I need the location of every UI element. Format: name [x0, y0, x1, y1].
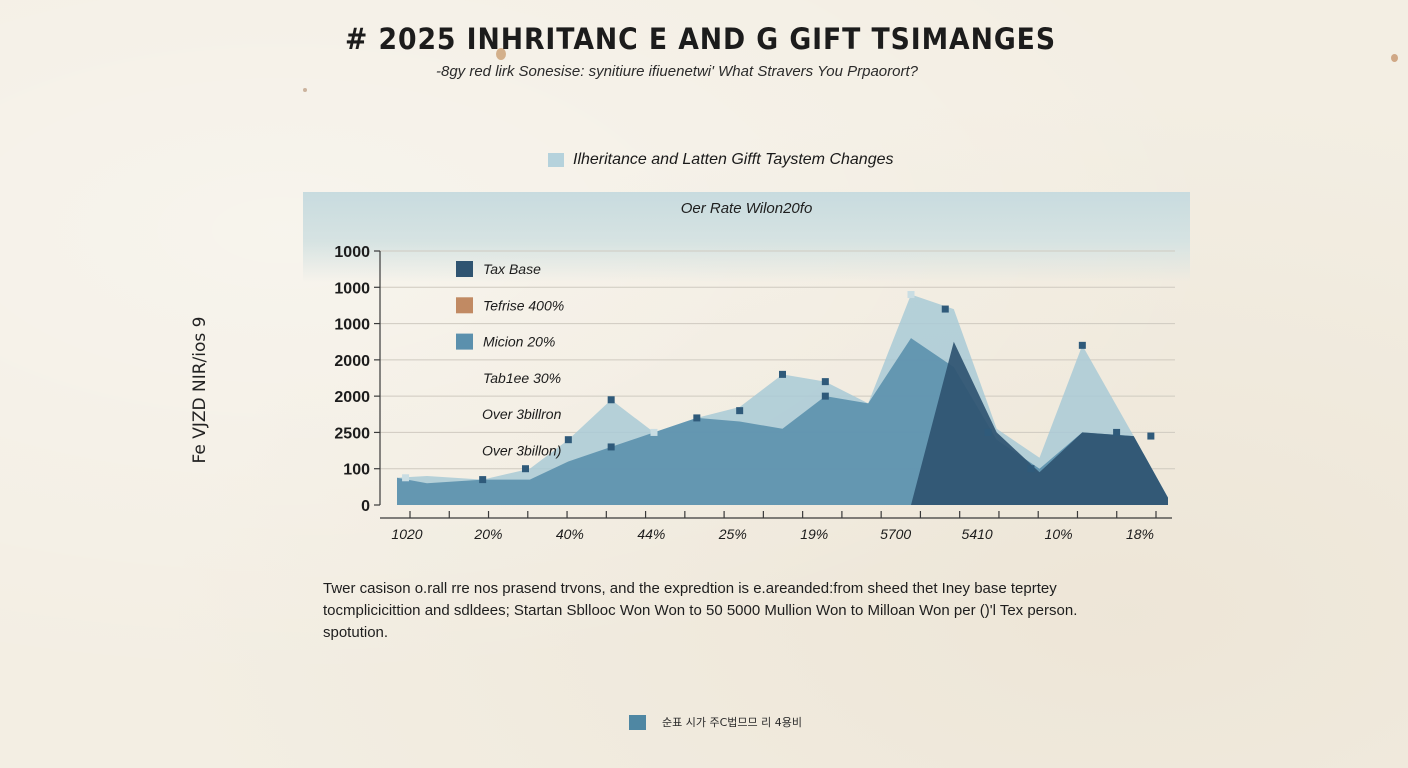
x-tick-label: 19%	[800, 526, 828, 542]
data-point-marker	[1147, 432, 1155, 440]
data-point-marker	[564, 436, 572, 444]
data-point-marker	[821, 392, 829, 400]
data-point-marker	[479, 476, 487, 484]
chart-markers	[402, 291, 1155, 484]
data-point-marker	[779, 370, 786, 378]
chart-axes	[374, 250, 1172, 519]
bottom-legend: 순표 시가 주C법므므 리 4용비	[629, 714, 802, 730]
legend-label: Tax Base	[483, 261, 541, 277]
y-tick-label: 1000	[334, 244, 370, 261]
top-legend-label: Ilheritance and Latten Gifft Taystem Cha…	[573, 151, 894, 168]
chart-areas	[397, 294, 1168, 505]
x-tick-label: 18%	[1126, 526, 1154, 542]
top-legend: Ilheritance and Latten Gifft Taystem Cha…	[548, 151, 893, 169]
data-point-marker	[907, 291, 915, 299]
x-tick-label: 25%	[718, 526, 747, 542]
legend-label: Over 3billon)	[482, 443, 561, 459]
page-title: # 2025 INHRITANC E AND G GIFT TSIMANGES	[345, 22, 1056, 56]
paper-stain	[303, 88, 307, 92]
paper-stain	[1391, 54, 1398, 62]
data-point-marker	[1027, 465, 1035, 473]
legend-label: Tab1ee 30%	[483, 370, 561, 386]
area-series-dark-layer	[397, 341, 1168, 505]
data-point-marker	[607, 443, 615, 451]
data-point-marker	[941, 305, 949, 313]
legend-swatch	[629, 714, 646, 730]
y-tick-label: 2000	[334, 389, 370, 406]
legend-swatch	[548, 153, 564, 167]
legend-label: Tefrise 400%	[483, 297, 564, 313]
data-point-marker	[402, 474, 410, 482]
data-point-marker	[736, 407, 744, 415]
x-tick-label: 5700	[880, 526, 911, 542]
y-tick-labels: 0 100 2500 2000 2000 1000 1000 1000	[334, 244, 370, 515]
x-tick-label: 44%	[637, 526, 665, 542]
y-tick-label: 100	[343, 462, 370, 479]
x-tick-label: 5410	[962, 526, 993, 542]
data-point-marker	[984, 428, 992, 436]
page-subtitle: -8gy red lirk Sonesise: synitiure ifiuen…	[436, 63, 918, 80]
data-point-marker	[693, 414, 701, 422]
legend-swatch	[456, 261, 473, 277]
y-tick-label: 2000	[334, 353, 370, 370]
x-tick-label: 10%	[1045, 526, 1073, 542]
description-line: tocmplicicittion and sdldees; Startan Sb…	[323, 602, 1078, 619]
x-tick-label: 1020	[391, 526, 422, 542]
chart-legend: Tax Base Tefrise 400% Micion 20% Tab1ee 30%…	[456, 261, 564, 459]
legend-swatch	[456, 297, 473, 314]
data-point-marker	[1078, 341, 1086, 349]
x-tick-label: 20%	[473, 526, 502, 542]
x-tick-labels: 1020 20% 40% 44% 25% 19% 5700 5410 10% 18%	[391, 526, 1154, 542]
chart-title: Oer Rate Wilon20fo	[680, 200, 813, 217]
data-point-marker	[821, 378, 829, 386]
data-point-marker	[607, 396, 615, 404]
y-tick-label: 1000	[334, 317, 370, 334]
data-point-marker	[1113, 428, 1121, 436]
paper-stain	[496, 48, 506, 60]
y-tick-label: 0	[361, 498, 370, 515]
legend-label: Micion 20%	[483, 334, 555, 350]
description-text: Twer casison o.rall rre nos prasend trvo…	[323, 578, 1203, 644]
y-tick-label: 2500	[334, 425, 370, 442]
legend-label: Over 3billron	[482, 406, 562, 422]
y-tick-label: 1000	[334, 280, 370, 297]
legend-swatch	[456, 333, 473, 350]
x-tick-label: 40%	[556, 526, 584, 542]
description-line: spotution.	[323, 624, 389, 641]
bottom-legend-label: 순표 시가 주C법므므 리 4용비	[662, 716, 802, 729]
chart-header-panel	[303, 192, 1190, 282]
data-point-marker	[650, 428, 658, 436]
description-line: Twer casison o.rall rre nos prasend trvo…	[323, 580, 1057, 597]
data-point-marker	[522, 465, 529, 473]
